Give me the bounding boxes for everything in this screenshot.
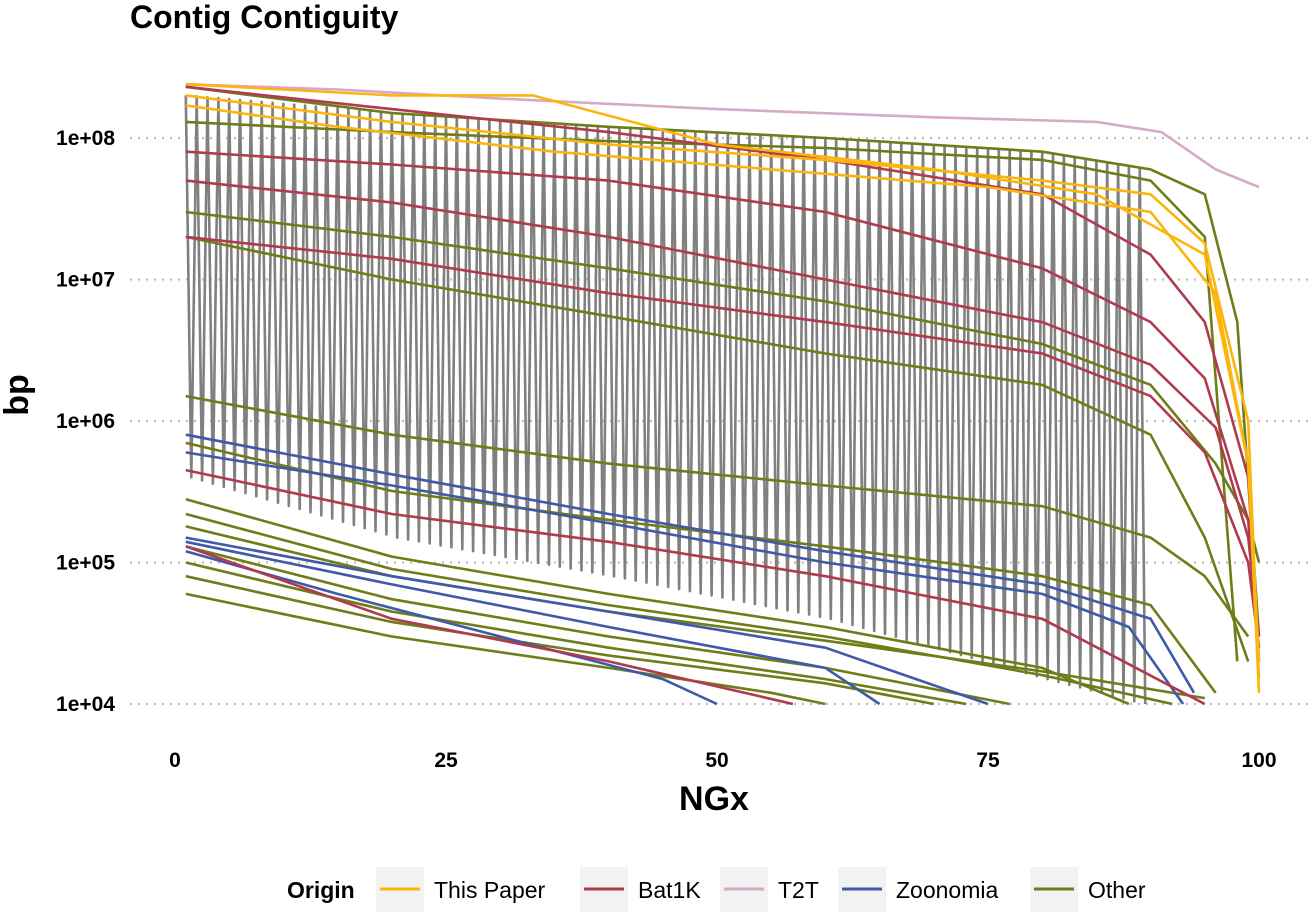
series-line-other [185, 441, 1217, 694]
y-tick-label: 1e+04 [56, 693, 115, 716]
sawtooth-series [184, 95, 1147, 705]
x-tick-label: 100 [1241, 749, 1276, 772]
y-tick-label: 1e+05 [56, 552, 115, 575]
y-axis-ticks: 1e+04 1e+05 1e+06 1e+07 1e+08 [56, 127, 115, 716]
series-line-bat1k [185, 545, 794, 706]
legend-label-other: Other [1088, 877, 1146, 903]
chart-title: Contig Contiguity [130, 0, 399, 35]
series-line-zoonomia [185, 540, 881, 706]
series-line-zoonomia [185, 451, 1185, 705]
series-line-zoonomia [185, 536, 989, 706]
series-line-bat1k [185, 150, 1261, 662]
sawtooth-line [184, 95, 1147, 705]
x-axis-title: NGx [679, 780, 749, 818]
series-line-this-paper [185, 94, 1261, 680]
legend: Origin This Paper Bat1K T2T Zoonomia Other [287, 867, 1146, 912]
x-tick-label: 50 [705, 749, 728, 772]
series-line-other [185, 574, 935, 706]
series-lines [185, 82, 1261, 706]
series-line-bat1k [185, 179, 1261, 637]
y-axis-title: bp [0, 374, 36, 416]
legend-label-bat1k: Bat1K [638, 877, 701, 903]
series-line-zoonomia [185, 550, 718, 706]
series-line-other [185, 525, 1206, 700]
x-tick-label: 75 [976, 749, 1000, 772]
y-tick-label: 1e+07 [56, 269, 115, 292]
series-line-other [185, 120, 1239, 662]
series-line-other [185, 394, 1250, 638]
legend-title: Origin [287, 877, 355, 903]
series-line-zoonomia [185, 433, 1196, 694]
y-tick-label: 1e+06 [56, 410, 115, 433]
series-line-other [185, 545, 1010, 706]
series-line-bat1k [185, 235, 1261, 648]
y-tick-label: 1e+08 [56, 127, 115, 150]
legend-label-t2t: T2T [778, 877, 819, 903]
series-line-other [185, 235, 1250, 662]
x-axis-ticks: 0 25 50 75 100 [169, 749, 1276, 772]
series-line-this-paper [185, 104, 1261, 662]
x-tick-label: 25 [434, 749, 458, 772]
x-tick-label: 0 [169, 749, 181, 772]
legend-label-zoonomia: Zoonomia [896, 877, 998, 903]
series-line-other [185, 592, 826, 706]
series-line-other [185, 512, 1173, 706]
series-line-bat1k [185, 468, 1206, 706]
series-line-this-paper [185, 82, 1261, 693]
legend-label-this-paper: This Paper [434, 877, 546, 903]
series-line-t2t [185, 82, 1260, 189]
